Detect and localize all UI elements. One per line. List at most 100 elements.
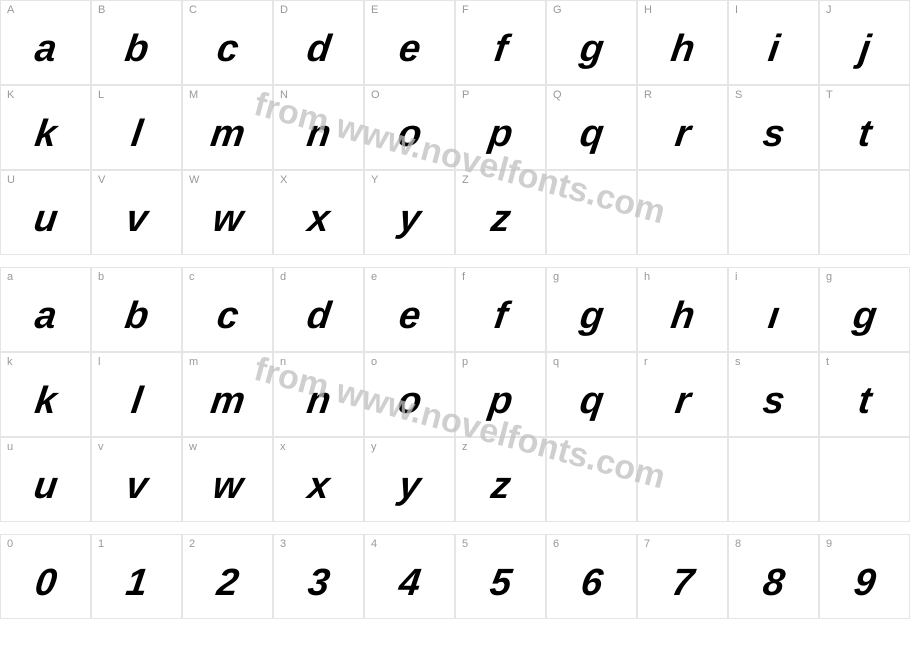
section-spacer — [0, 255, 910, 267]
cell-label: K — [1, 86, 90, 105]
glyph-cell: Ss — [728, 85, 819, 170]
cell-label: Z — [456, 171, 545, 190]
glyph-cell: Uu — [0, 170, 91, 255]
glyph-cell: aa — [0, 267, 91, 352]
glyph-cell: Gg — [546, 0, 637, 85]
glyph-cell: Ee — [364, 0, 455, 85]
empty-cell — [728, 437, 819, 522]
cell-label: n — [274, 353, 363, 372]
cell-label: r — [638, 353, 727, 372]
glyph-cell: Hh — [637, 0, 728, 85]
cell-glyph: o — [361, 105, 459, 169]
cell-glyph: r — [634, 105, 732, 169]
cell-label: 9 — [820, 535, 909, 554]
cell-label: e — [365, 268, 454, 287]
cell-glyph: u — [0, 190, 94, 254]
character-map-grid: AaBbCcDdEeFfGgHhIiJjKkLlMmNnOoPpQqRrSsTt… — [0, 0, 910, 619]
glyph-cell: Yy — [364, 170, 455, 255]
cell-glyph: f — [452, 20, 550, 84]
cell-label: 4 — [365, 535, 454, 554]
glyph-cell: ff — [455, 267, 546, 352]
glyph-cell: ww — [182, 437, 273, 522]
empty-cell — [546, 437, 637, 522]
cell-label: W — [183, 171, 272, 190]
empty-cell — [728, 170, 819, 255]
cell-glyph: 7 — [634, 554, 732, 618]
glyph-cell: Dd — [273, 0, 364, 85]
glyph-cell: Oo — [364, 85, 455, 170]
cell-glyph: w — [179, 457, 277, 521]
cell-glyph: k — [0, 372, 94, 436]
cell-label: Y — [365, 171, 454, 190]
cell-label: s — [729, 353, 818, 372]
glyph-cell: 00 — [0, 534, 91, 619]
cell-label — [820, 438, 909, 446]
cell-glyph: c — [179, 287, 277, 351]
glyph-cell: Qq — [546, 85, 637, 170]
cell-label: z — [456, 438, 545, 457]
glyph-cell: 22 — [182, 534, 273, 619]
glyph-cell: Ww — [182, 170, 273, 255]
cell-label: a — [1, 268, 90, 287]
cell-label: E — [365, 1, 454, 20]
glyph-cell: qq — [546, 352, 637, 437]
cell-glyph: z — [452, 190, 550, 254]
cell-label: J — [820, 1, 909, 20]
cell-label: d — [274, 268, 363, 287]
glyph-cell: zz — [455, 437, 546, 522]
cell-glyph: o — [361, 372, 459, 436]
cell-glyph — [542, 179, 642, 254]
cell-label: t — [820, 353, 909, 372]
empty-cell — [546, 170, 637, 255]
cell-label: f — [456, 268, 545, 287]
glyph-cell: dd — [273, 267, 364, 352]
cell-glyph — [724, 446, 824, 521]
cell-glyph: p — [452, 372, 550, 436]
cell-label: k — [1, 353, 90, 372]
glyph-cell: xx — [273, 437, 364, 522]
cell-label — [820, 171, 909, 179]
cell-glyph: 6 — [543, 554, 641, 618]
cell-glyph: g — [816, 287, 911, 351]
cell-label: I — [729, 1, 818, 20]
cell-label: 5 — [456, 535, 545, 554]
cell-label: l — [92, 353, 181, 372]
cell-label: 3 — [274, 535, 363, 554]
cell-glyph: t — [816, 372, 911, 436]
cell-glyph: 3 — [270, 554, 368, 618]
glyph-cell: 88 — [728, 534, 819, 619]
glyph-cell: Tt — [819, 85, 910, 170]
cell-glyph: e — [361, 20, 459, 84]
cell-label: g — [820, 268, 909, 287]
cell-glyph: 8 — [725, 554, 823, 618]
cell-label: w — [183, 438, 272, 457]
cell-glyph: y — [361, 190, 459, 254]
cell-glyph: r — [634, 372, 732, 436]
glyph-cell: Kk — [0, 85, 91, 170]
glyph-cell: 77 — [637, 534, 728, 619]
glyph-cell: pp — [455, 352, 546, 437]
cell-label: h — [638, 268, 727, 287]
cell-glyph: g — [543, 20, 641, 84]
cell-glyph: d — [270, 287, 368, 351]
cell-glyph: a — [0, 20, 94, 84]
cell-glyph: x — [270, 190, 368, 254]
cell-glyph: n — [270, 372, 368, 436]
cell-label — [547, 438, 636, 446]
cell-label: 1 — [92, 535, 181, 554]
cell-glyph: n — [270, 105, 368, 169]
cell-label: S — [729, 86, 818, 105]
cell-label: x — [274, 438, 363, 457]
glyph-cell: 99 — [819, 534, 910, 619]
cell-label: b — [92, 268, 181, 287]
cell-glyph: e — [361, 287, 459, 351]
cell-glyph: 0 — [0, 554, 94, 618]
cell-glyph: c — [179, 20, 277, 84]
empty-cell — [819, 437, 910, 522]
cell-label: V — [92, 171, 181, 190]
cell-label: L — [92, 86, 181, 105]
cell-glyph: s — [725, 105, 823, 169]
glyph-cell: yy — [364, 437, 455, 522]
cell-glyph — [815, 179, 911, 254]
glyph-cell: Rr — [637, 85, 728, 170]
